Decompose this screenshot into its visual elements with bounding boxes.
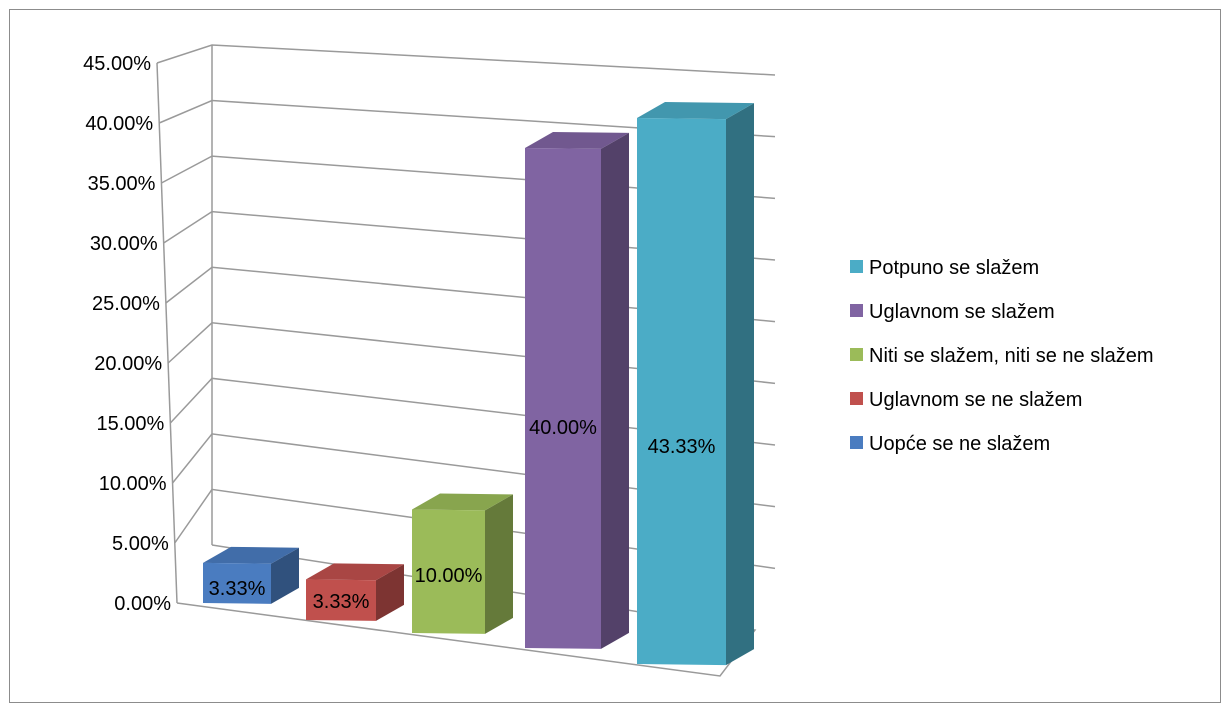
data-label: 40.00%	[529, 417, 597, 439]
data-labels: 3.33% 3.33% 10.00% 40.00% 43.33%	[209, 417, 716, 613]
bar-1	[203, 546, 299, 604]
bar-3	[412, 493, 513, 634]
bar-front-face	[525, 148, 601, 649]
bar-top-face	[412, 493, 513, 511]
legend-swatch	[850, 392, 863, 405]
data-label: 43.33%	[648, 436, 716, 458]
bar-front-face	[637, 118, 726, 666]
legend-item: Niti se slažem, niti se ne slažem	[850, 345, 1154, 367]
bar-2	[306, 563, 404, 621]
legend: Potpuno se slažem Uglavnom se slažem Niti …	[850, 257, 1154, 455]
legend-item: Uopće se ne slažem	[850, 433, 1050, 455]
y-tick-label: 0.00%	[114, 593, 171, 615]
y-tick-label: 15.00%	[96, 413, 164, 435]
bars	[203, 102, 754, 666]
legend-swatch	[850, 304, 863, 317]
y-tick-label: 25.00%	[92, 293, 160, 315]
bar-side-face	[376, 564, 404, 621]
bar-front-face	[306, 579, 376, 621]
legend-swatch	[850, 348, 863, 361]
y-tick-label: 35.00%	[88, 173, 156, 195]
legend-swatch	[850, 260, 863, 273]
y-tick-label: 20.00%	[94, 353, 162, 375]
legend-label: Uglavnom se slažem	[869, 301, 1055, 323]
bar-side-face	[271, 547, 299, 604]
legend-label: Uglavnom se ne slažem	[869, 389, 1082, 411]
data-label: 3.33%	[209, 578, 266, 600]
data-label: 10.00%	[415, 565, 483, 587]
bar-5	[637, 102, 754, 666]
bar-4	[525, 132, 629, 649]
y-tick-label: 10.00%	[99, 473, 167, 495]
legend-item: Uglavnom se ne slažem	[850, 389, 1082, 411]
y-tick-label: 45.00%	[83, 53, 151, 75]
legend-item: Uglavnom se slažem	[850, 301, 1055, 323]
gridline	[158, 99, 776, 138]
gridline	[156, 44, 776, 76]
legend-item: Potpuno se slažem	[850, 257, 1039, 279]
bar-side-face	[601, 132, 629, 649]
bar-side-face	[726, 103, 754, 666]
bar-top-face	[203, 546, 299, 564]
side-wall-front-edge	[156, 62, 178, 604]
bar-top-face	[306, 563, 404, 581]
y-tick-label: 40.00%	[85, 113, 153, 135]
bar-front-face	[203, 562, 271, 604]
legend-label: Potpuno se slažem	[869, 257, 1039, 279]
bar-top-face	[525, 132, 629, 149]
y-axis-tick-labels: 0.00% 5.00% 10.00% 15.00% 20.00% 25.00% 30.00%…	[83, 53, 171, 615]
data-label: 3.33%	[313, 591, 370, 613]
bar-side-face	[485, 494, 513, 634]
legend-label: Uopće se ne slažem	[869, 433, 1050, 455]
bar-front-face	[412, 509, 485, 634]
bar-top-face	[637, 102, 754, 120]
legend-label: Niti se slažem, niti se ne slažem	[869, 345, 1154, 367]
legend-swatch	[850, 436, 863, 449]
y-tick-label: 5.00%	[112, 533, 169, 555]
y-tick-label: 30.00%	[90, 233, 158, 255]
